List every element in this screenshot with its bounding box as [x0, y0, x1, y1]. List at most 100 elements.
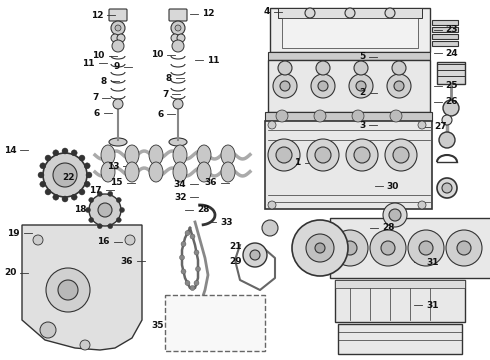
Circle shape [79, 189, 85, 195]
Circle shape [117, 34, 125, 42]
Text: 8: 8 [100, 77, 107, 85]
Polygon shape [22, 225, 142, 350]
Ellipse shape [197, 162, 211, 182]
Circle shape [442, 115, 452, 125]
Text: 15: 15 [110, 178, 123, 187]
FancyBboxPatch shape [335, 280, 465, 288]
Circle shape [306, 234, 334, 262]
Circle shape [97, 224, 102, 229]
FancyBboxPatch shape [278, 8, 422, 18]
Circle shape [392, 61, 406, 75]
Circle shape [352, 110, 364, 122]
Circle shape [185, 230, 190, 235]
Circle shape [172, 40, 184, 52]
Text: 36: 36 [205, 178, 218, 187]
Text: 7: 7 [92, 94, 98, 102]
Circle shape [116, 198, 121, 203]
Ellipse shape [101, 162, 115, 182]
Circle shape [98, 203, 112, 217]
Text: 23: 23 [445, 25, 458, 34]
FancyBboxPatch shape [338, 324, 462, 354]
Circle shape [181, 242, 186, 247]
Circle shape [385, 139, 417, 171]
Circle shape [40, 163, 46, 169]
Ellipse shape [221, 162, 235, 182]
FancyBboxPatch shape [335, 280, 465, 322]
Text: 2: 2 [359, 88, 366, 97]
Circle shape [200, 315, 210, 325]
Circle shape [89, 217, 94, 222]
Circle shape [346, 139, 378, 171]
Circle shape [393, 147, 409, 163]
Circle shape [53, 163, 77, 187]
Circle shape [171, 34, 179, 42]
Circle shape [439, 132, 455, 148]
Circle shape [442, 183, 452, 193]
Circle shape [62, 148, 68, 154]
Text: 31: 31 [426, 301, 439, 310]
Text: 10: 10 [92, 51, 105, 60]
Ellipse shape [173, 145, 187, 165]
Circle shape [86, 172, 92, 178]
Circle shape [40, 181, 46, 187]
Circle shape [113, 99, 123, 109]
Text: 3: 3 [359, 121, 366, 130]
FancyBboxPatch shape [268, 52, 430, 60]
Ellipse shape [221, 145, 235, 165]
Circle shape [115, 25, 121, 31]
Circle shape [62, 196, 68, 202]
Text: 12: 12 [91, 10, 103, 19]
Circle shape [53, 150, 59, 156]
Circle shape [111, 34, 119, 42]
FancyBboxPatch shape [109, 9, 127, 21]
Text: 10: 10 [151, 50, 164, 59]
Circle shape [181, 269, 186, 274]
Text: 4: 4 [264, 7, 270, 16]
Circle shape [418, 201, 426, 209]
Circle shape [280, 81, 290, 91]
Ellipse shape [149, 162, 163, 182]
Circle shape [354, 61, 368, 75]
Ellipse shape [169, 138, 187, 146]
Circle shape [173, 99, 183, 109]
Text: 28: 28 [197, 205, 210, 214]
Circle shape [85, 207, 91, 212]
Circle shape [390, 110, 402, 122]
Circle shape [190, 234, 195, 239]
Text: 8: 8 [166, 74, 172, 83]
Circle shape [84, 181, 90, 187]
FancyBboxPatch shape [432, 20, 458, 25]
Circle shape [349, 74, 373, 98]
Circle shape [389, 209, 401, 221]
Circle shape [383, 203, 407, 227]
Circle shape [108, 191, 113, 196]
Circle shape [120, 207, 124, 212]
Circle shape [190, 285, 195, 291]
Circle shape [193, 308, 217, 332]
Text: 31: 31 [426, 258, 439, 266]
Circle shape [311, 74, 335, 98]
Circle shape [46, 268, 90, 312]
Circle shape [446, 230, 482, 266]
Text: 14: 14 [4, 146, 17, 155]
Text: 1: 1 [294, 158, 301, 167]
Text: 6: 6 [94, 109, 100, 118]
Ellipse shape [125, 145, 139, 165]
Circle shape [387, 74, 411, 98]
Text: 20: 20 [4, 269, 17, 277]
Circle shape [318, 81, 328, 91]
Text: 24: 24 [445, 49, 458, 58]
Text: 28: 28 [382, 223, 394, 232]
Ellipse shape [173, 162, 187, 182]
Circle shape [276, 110, 288, 122]
Circle shape [276, 147, 292, 163]
Circle shape [437, 178, 457, 198]
Text: 22: 22 [63, 173, 75, 181]
Text: 19: 19 [7, 229, 20, 238]
FancyBboxPatch shape [268, 60, 430, 112]
Circle shape [45, 155, 51, 161]
Circle shape [71, 150, 77, 156]
Circle shape [196, 266, 200, 271]
FancyBboxPatch shape [330, 218, 490, 278]
Text: 6: 6 [157, 110, 164, 119]
